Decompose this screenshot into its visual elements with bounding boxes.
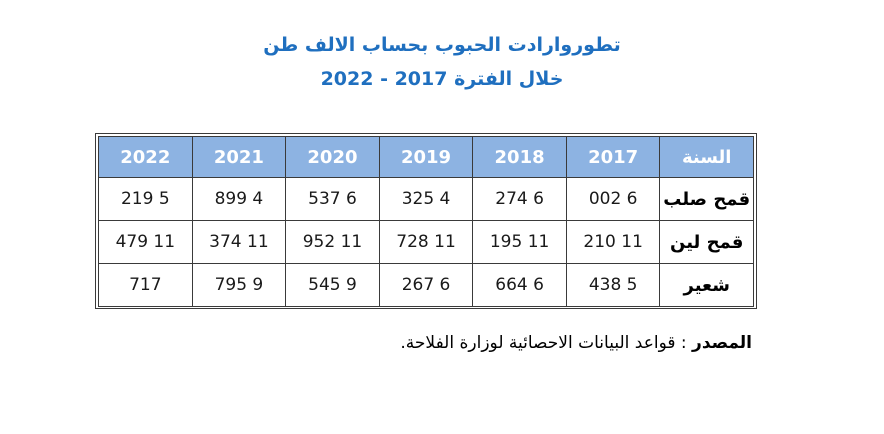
source-label: المصدر: [692, 333, 752, 353]
table-row: قمح لين 11 210 11 195 11 728 11 952 11 3…: [98, 220, 754, 264]
table-cell: 4 325: [378, 177, 474, 221]
table-cell: 4 899: [191, 177, 287, 221]
table-cell: 11 479: [98, 220, 193, 264]
header-year-label: السنة: [659, 136, 754, 178]
table-cell: 6 274: [472, 177, 567, 221]
table-cell: 11 210: [565, 220, 661, 264]
document-subtitle-period: خلال الفترة 2017 - 2022: [320, 68, 564, 90]
header-year-2019: 2019: [378, 136, 474, 178]
table-cell: 5 219: [98, 177, 193, 221]
header-year-2021: 2021: [191, 136, 287, 178]
cereal-imports-table: السنة 2017 2018 2019 2020 2021 2022 قمح …: [98, 136, 754, 307]
header-year-2022: 2022: [98, 136, 193, 178]
source-note: المصدر : قواعد البيانات الاحصائية لوزارة…: [400, 333, 752, 353]
table-row: قمح صلب 6 002 6 274 4 325 6 537 4 899 5 …: [98, 177, 754, 221]
source-text: : قواعد البيانات الاحصائية لوزارة الفلاح…: [400, 333, 687, 353]
header-year-2020: 2020: [285, 136, 380, 178]
header-year-2018: 2018: [472, 136, 567, 178]
table-cell: 6 002: [565, 177, 661, 221]
table-cell: 9 795: [191, 263, 287, 307]
imports-table-container: السنة 2017 2018 2019 2020 2021 2022 قمح …: [95, 133, 757, 309]
table-cell: 6 267: [378, 263, 474, 307]
table-cell: 6 537: [285, 177, 380, 221]
row-label-durum-wheat: قمح صلب: [659, 177, 754, 221]
table-cell: 11 728: [378, 220, 474, 264]
table-cell: 717: [98, 263, 193, 307]
table-cell: 5 438: [565, 263, 661, 307]
row-label-soft-wheat: قمح لين: [659, 220, 754, 264]
table-cell: 11 195: [472, 220, 567, 264]
document-title: تطوروارادت الحبوب بحساب الالف طن: [263, 34, 621, 56]
table-cell: 11 952: [285, 220, 380, 264]
table-header-row: السنة 2017 2018 2019 2020 2021 2022: [98, 136, 754, 178]
row-label-barley: شعير: [659, 263, 754, 307]
table-cell: 9 545: [285, 263, 380, 307]
header-year-2017: 2017: [565, 136, 661, 178]
table-row: شعير 5 438 6 664 6 267 9 545 9 795 717: [98, 263, 754, 307]
table-cell: 6 664: [472, 263, 567, 307]
table-cell: 11 374: [191, 220, 287, 264]
